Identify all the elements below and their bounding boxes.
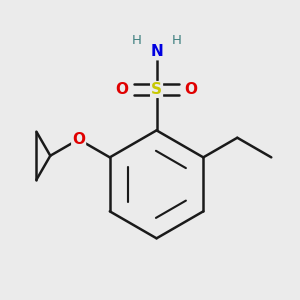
Text: H: H <box>131 34 141 47</box>
Text: S: S <box>151 82 162 97</box>
Text: H: H <box>172 34 182 47</box>
Text: O: O <box>72 132 85 147</box>
Text: O: O <box>185 82 198 97</box>
Text: O: O <box>116 82 128 97</box>
Text: N: N <box>150 44 163 59</box>
